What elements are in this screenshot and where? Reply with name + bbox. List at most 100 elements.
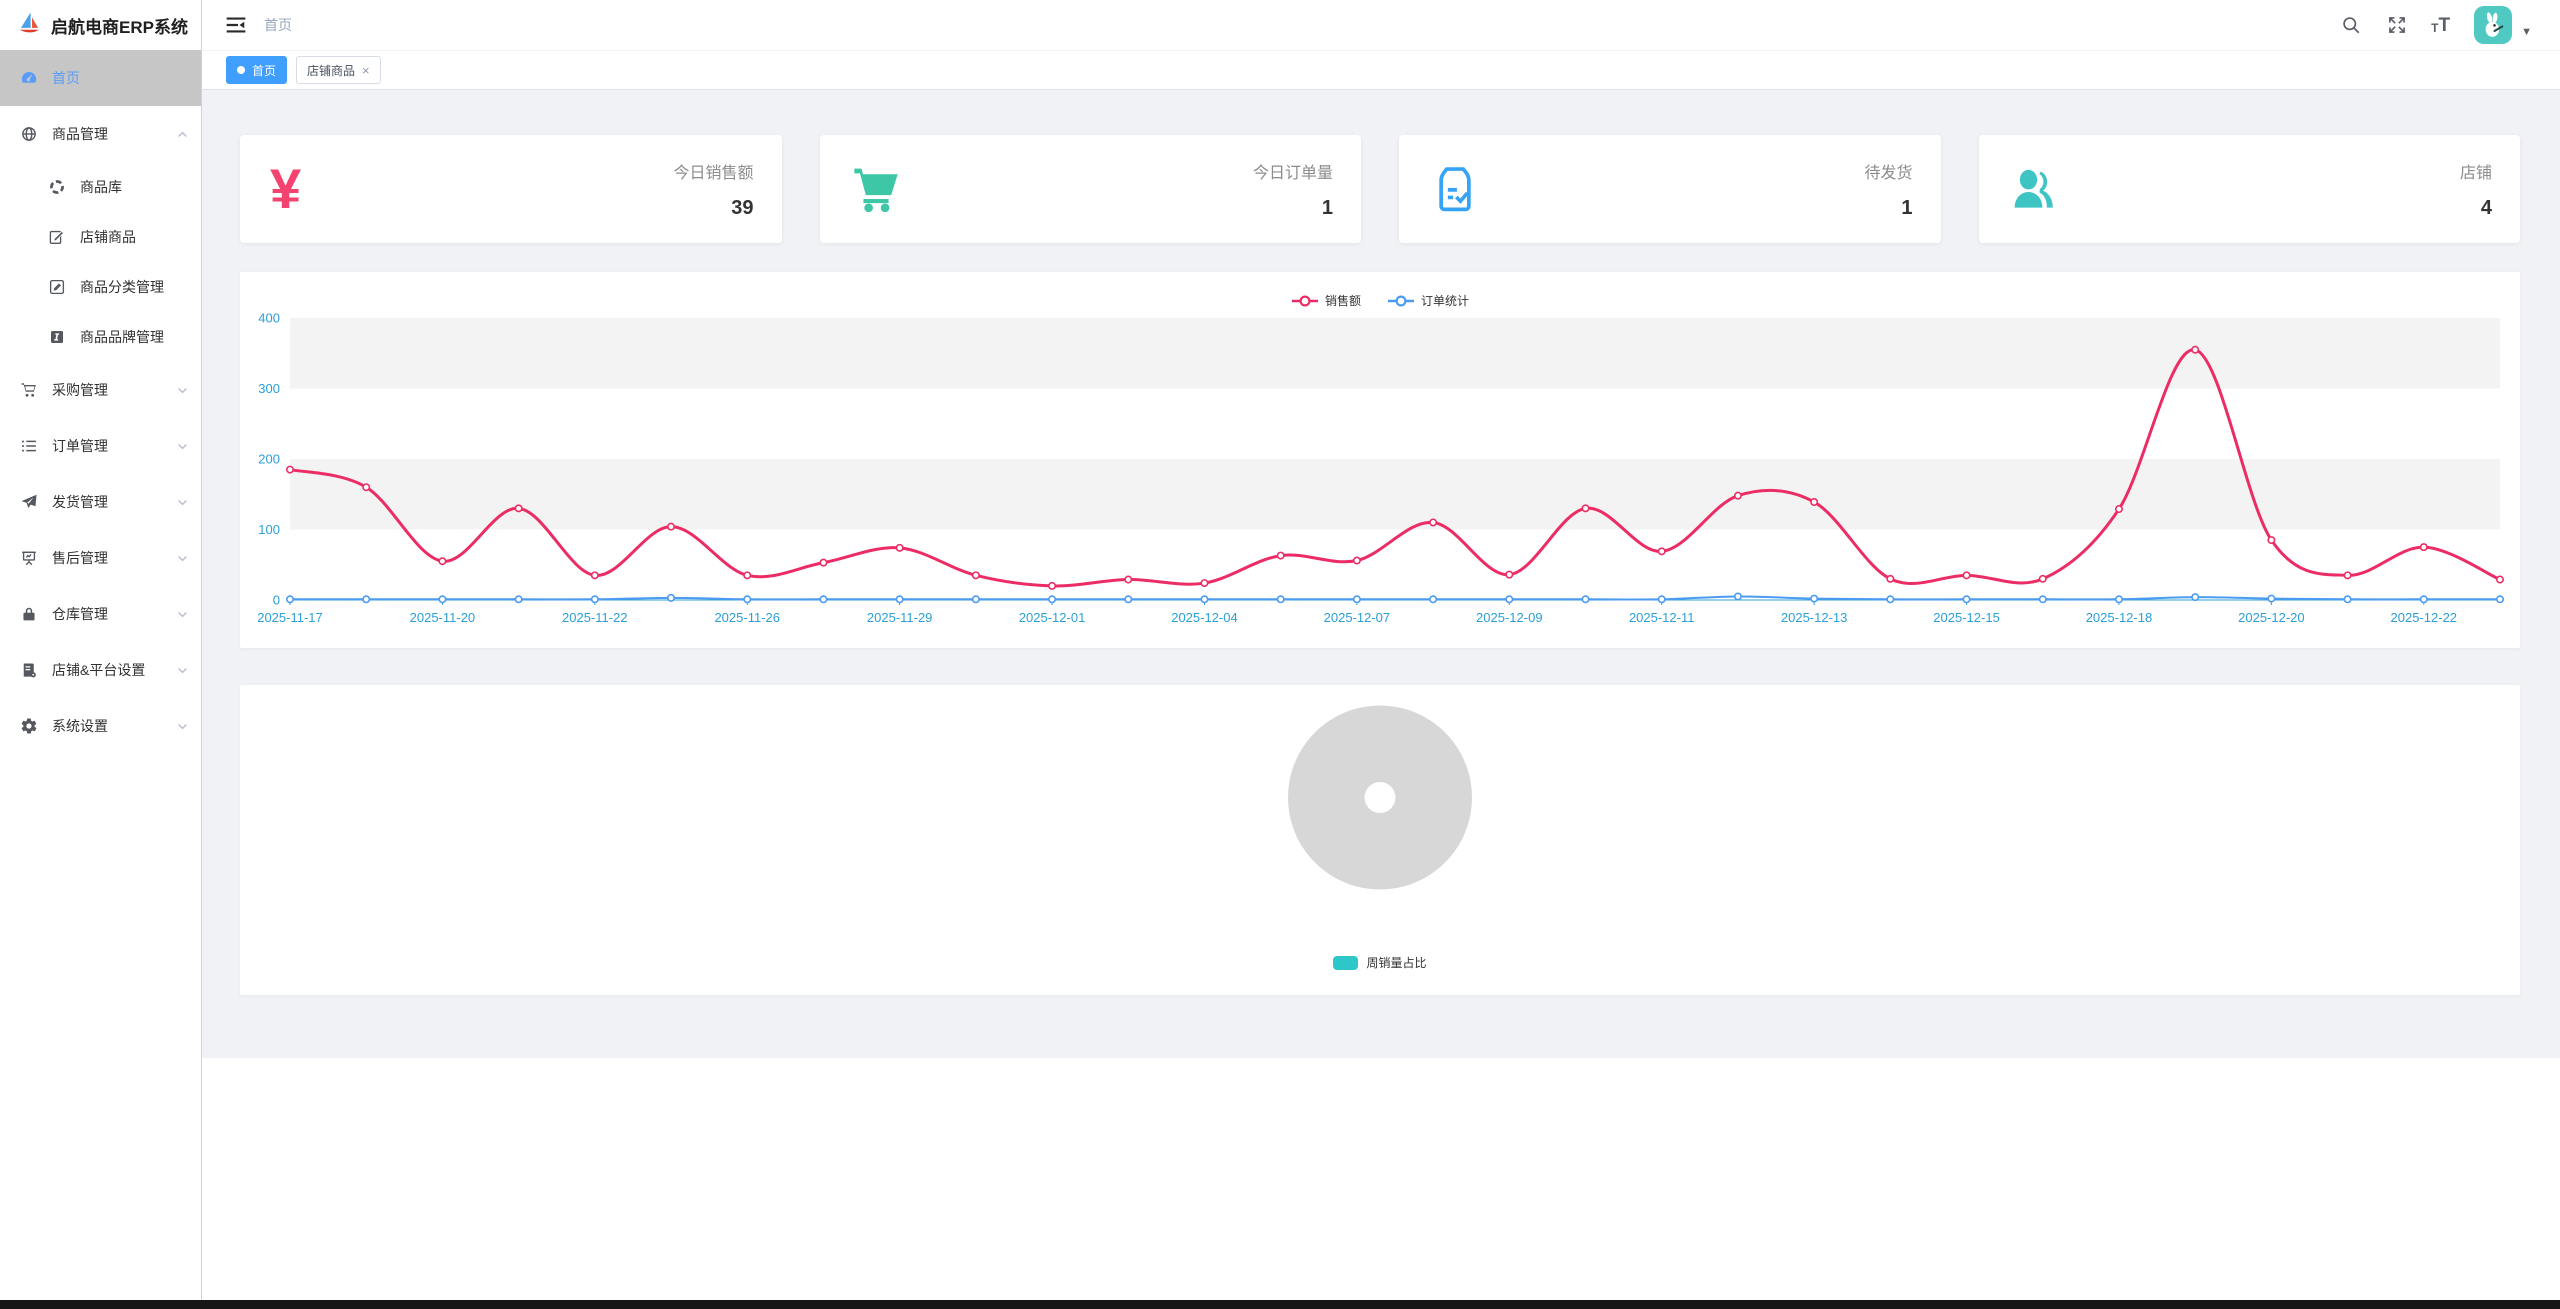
cart-solid-icon [850, 163, 902, 215]
users-icon [2009, 163, 2061, 215]
app-title: 启航电商ERP系统 [51, 17, 188, 37]
cart-icon [20, 381, 38, 399]
stat-value: 1 [1901, 196, 1913, 219]
stat-label: 店铺 [2459, 164, 2492, 182]
tag-close-icon[interactable]: × [362, 62, 370, 78]
svg-text:2025-12-22: 2025-12-22 [2391, 610, 2458, 625]
svg-text:2025-12-09: 2025-12-09 [1476, 610, 1543, 625]
avatar-caret-icon[interactable]: ▼ [2521, 26, 2532, 38]
stat-card-店铺: 店铺 4 [1978, 135, 2520, 243]
svg-text:2025-12-18: 2025-12-18 [2086, 610, 2153, 625]
tag-店铺商品[interactable]: 店铺商品 × [296, 56, 381, 84]
breadcrumb[interactable]: 首页 [264, 17, 292, 33]
chevron-down-icon [176, 608, 189, 621]
pie-chart-legend: 周销量占比 [240, 954, 2520, 971]
fullscreen-icon[interactable] [2387, 15, 2407, 35]
sidebar-subitem-商品库[interactable]: 商品库 [0, 162, 201, 212]
series-line-销售额 [289, 348, 2501, 588]
svg-text:2025-12-01: 2025-12-01 [1019, 610, 1086, 625]
chevron-down-icon [176, 384, 189, 397]
sidebar-item-label: 发货管理 [52, 494, 108, 510]
legend-line-marker-icon [1388, 294, 1414, 307]
dashboard-icon [20, 69, 38, 87]
chevron-up-icon [176, 128, 189, 141]
sidebar-subitem-店铺商品[interactable]: 店铺商品 [0, 212, 201, 262]
hamburger-icon[interactable] [225, 14, 247, 36]
package-check-icon [1429, 163, 1481, 215]
list-icon [20, 437, 38, 455]
edit-icon [48, 228, 66, 246]
sidebar-item-订单管理[interactable]: 订单管理 [0, 418, 201, 474]
svg-text:300: 300 [258, 381, 280, 396]
stat-value: 39 [731, 196, 754, 219]
sidebar-item-售后管理[interactable]: 售后管理 [0, 530, 201, 586]
sailboat-logo-icon [16, 10, 42, 41]
svg-text:2025-12-15: 2025-12-15 [1933, 610, 2000, 625]
sidebar-subitem-商品分类管理[interactable]: 商品分类管理 [0, 262, 201, 312]
search-icon[interactable] [2341, 15, 2361, 35]
svg-text:0: 0 [273, 593, 280, 608]
user-avatar[interactable] [2474, 6, 2513, 44]
component-icon [48, 178, 66, 196]
stat-label: 待发货 [1864, 164, 1913, 182]
svg-text:2025-12-04: 2025-12-04 [1171, 610, 1238, 625]
yen-icon: ¥ [270, 157, 302, 220]
svg-text:2025-11-29: 2025-11-29 [867, 610, 933, 625]
tags-view-bar: 首页 店铺商品 × [202, 50, 2560, 90]
weekly-sales-pie-card: 周销量占比 [240, 685, 2520, 995]
chevron-down-icon [176, 552, 189, 565]
aftersale-icon [20, 549, 38, 567]
svg-text:400: 400 [258, 311, 280, 326]
stat-card-待发货: 待发货 1 [1399, 135, 1941, 243]
pie-legend-item[interactable]: 周销量占比 [1333, 954, 1427, 971]
sidebar-item-采购管理[interactable]: 采购管理 [0, 362, 201, 418]
globe-icon [20, 125, 38, 143]
app-logo: 启航电商ERP系统 [0, 0, 201, 50]
svg-text:2025-11-22: 2025-11-22 [562, 610, 628, 625]
stat-card-今日订单量: 今日订单量 1 [819, 135, 1361, 243]
svg-text:2025-11-17: 2025-11-17 [257, 610, 323, 625]
chevron-down-icon [176, 496, 189, 509]
sidebar-item-label: 店铺&平台设置 [52, 662, 146, 678]
sidebar-item-label: 售后管理 [52, 550, 108, 566]
sidebar-item-label: 采购管理 [52, 382, 108, 398]
sidebar: 启航电商ERP系统 首页商品管理商品库店铺商品 商品分类管理 商品品牌管理采购管理订… [0, 0, 202, 1300]
sidebar-subitem-label: 商品库 [80, 179, 122, 195]
legend-line-marker-icon [1291, 294, 1318, 307]
sidebar-item-首页[interactable]: 首页 [0, 50, 201, 106]
legend-item-销售额[interactable]: 销售额 [1291, 292, 1361, 309]
svg-text:2025-12-20: 2025-12-20 [2238, 610, 2305, 625]
active-tag-dot-icon [237, 66, 245, 74]
gear-icon [20, 717, 38, 735]
sidebar-item-商品管理[interactable]: 商品管理 [0, 106, 201, 162]
shop-settings-icon [20, 661, 38, 679]
sidebar-item-店铺&平台设置[interactable]: 店铺&平台设置 [0, 642, 201, 698]
stat-cards-row: ¥ 今日销售额 39 今日订单量 1 待发货 1 店铺 4 [240, 135, 2520, 243]
svg-text:2025-12-07: 2025-12-07 [1324, 610, 1391, 625]
sidebar-item-仓库管理[interactable]: 仓库管理 [0, 586, 201, 642]
stat-card-今日销售额: ¥ 今日销售额 39 [240, 135, 782, 243]
send-icon [20, 493, 38, 511]
chevron-down-icon [176, 440, 189, 453]
svg-text:2025-11-26: 2025-11-26 [714, 610, 780, 625]
svg-text:2025-12-11: 2025-12-11 [1629, 610, 1695, 625]
sales-line-chart-card: 销售额 订单统计 0 100 200 300 400 2025-11-17 2025-11-2… [240, 272, 2520, 648]
sidebar-item-系统设置[interactable]: 系统设置 [0, 698, 201, 754]
stat-label: 今日订单量 [1252, 164, 1333, 182]
sidebar-subitem-商品品牌管理[interactable]: 商品品牌管理 [0, 312, 201, 362]
sidebar-item-label: 订单管理 [52, 438, 108, 454]
pie-legend-label: 周销量占比 [1366, 956, 1427, 970]
sidebar-item-发货管理[interactable]: 发货管理 [0, 474, 201, 530]
lock-icon [20, 605, 38, 623]
stat-value: 4 [2480, 196, 2492, 219]
tag-首页[interactable]: 首页 [226, 56, 288, 84]
sales-line-chart: 0 100 200 300 400 2025-11-17 2025-11-20 2025-11… [257, 311, 2505, 625]
svg-text:100: 100 [258, 522, 280, 537]
legend-item-订单统计[interactable]: 订单统计 [1387, 292, 1469, 309]
svg-text:2025-11-20: 2025-11-20 [410, 610, 476, 625]
sidebar-item-label: 商品管理 [52, 126, 108, 142]
brand-icon [48, 328, 66, 346]
